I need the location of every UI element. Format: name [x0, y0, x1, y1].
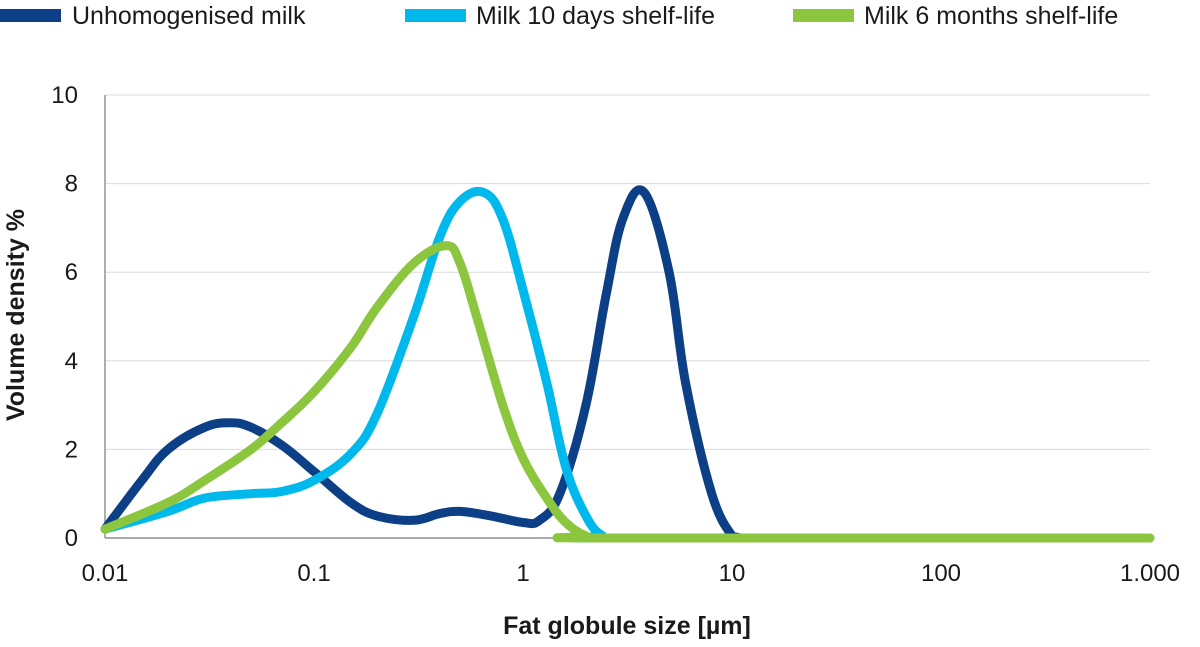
x-axis-title: Fat globule size [µm] [503, 612, 751, 640]
series-line-3 [100, 241, 1155, 543]
gridlines [105, 94, 1150, 450]
x-tick-label: 0.1 [297, 560, 330, 587]
x-tick-label: 1 [516, 560, 529, 587]
legend-label: Unhomogenised milk [72, 2, 306, 30]
legend-item: Unhomogenised milk [0, 2, 306, 30]
y-tick-label: 0 [65, 525, 78, 552]
x-tick-label: 0.01 [82, 560, 129, 587]
legend-swatch [793, 9, 854, 22]
y-tick-label: 8 [65, 171, 78, 198]
tick-labels: 0 2 4 6 8 10 0.01 0.1 1 10 100 1.000 [51, 82, 1180, 587]
y-tick-label: 6 [65, 259, 78, 286]
y-tick-label: 10 [51, 82, 78, 109]
legend: Unhomogenised milk Milk 10 days shelf-lif… [0, 2, 1118, 30]
series-line-2 [100, 186, 1155, 543]
y-tick-label: 2 [65, 436, 78, 463]
legend-item: Milk 10 days shelf-life [405, 2, 715, 30]
legend-swatch [0, 9, 61, 22]
x-tick-label: 10 [719, 560, 746, 587]
x-tick-label: 1.000 [1120, 560, 1180, 587]
legend-swatch [405, 9, 466, 22]
x-tick-label: 100 [921, 560, 961, 587]
legend-label: Milk 10 days shelf-life [476, 2, 715, 30]
legend-item: Milk 6 months shelf-life [793, 2, 1118, 30]
y-tick-label: 4 [65, 348, 78, 375]
series-lines [100, 185, 1155, 543]
y-axis-title: Volume density % [2, 209, 30, 421]
axes [104, 95, 1150, 539]
legend-label: Milk 6 months shelf-life [864, 2, 1118, 30]
series-line-1 [100, 185, 746, 543]
